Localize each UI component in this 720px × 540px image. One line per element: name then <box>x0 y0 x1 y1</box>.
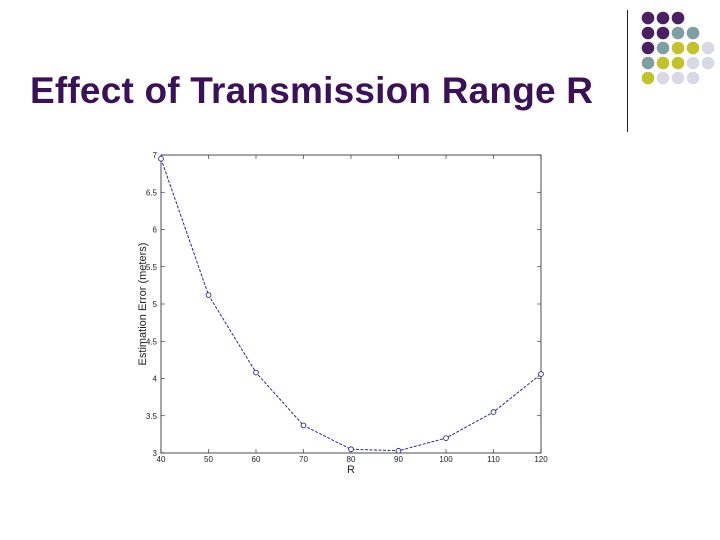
data-point <box>300 422 307 429</box>
decorative-dot <box>671 26 685 40</box>
y-tick-label: 4.5 <box>146 337 158 346</box>
decorative-dot <box>686 56 700 70</box>
x-tick-label: 70 <box>299 455 308 464</box>
y-tick-label: 4 <box>153 375 158 384</box>
y-tick-label: 6.5 <box>146 188 158 197</box>
x-tick-label: 60 <box>252 455 261 464</box>
data-point <box>395 447 402 454</box>
y-tick-label: 5.5 <box>146 263 158 272</box>
slide-title: Effect of Transmission Range R <box>30 70 594 111</box>
decorative-dot <box>686 71 700 85</box>
decorative-dot <box>656 11 670 25</box>
data-point <box>538 371 544 377</box>
plot-area-frame <box>160 154 542 454</box>
x-axis-label: R <box>347 464 355 476</box>
y-tick-label: 5 <box>153 300 158 309</box>
decorative-dot <box>641 11 655 25</box>
x-tick-label: 50 <box>204 455 213 464</box>
decorative-dot <box>641 26 655 40</box>
y-axis-label: Estimation Error (meters) <box>137 243 149 366</box>
x-tick-label: 120 <box>534 455 548 464</box>
data-point <box>443 435 449 441</box>
data-point <box>253 369 259 376</box>
data-point <box>490 409 497 415</box>
x-tick-label: 40 <box>157 455 166 464</box>
data-point <box>205 292 212 298</box>
x-tick-label: 80 <box>347 455 356 464</box>
decorative-dot <box>671 56 685 70</box>
data-point <box>158 155 164 162</box>
decorative-dot <box>656 41 670 55</box>
decorative-dot <box>641 41 655 55</box>
y-tick-label: 3.5 <box>146 412 158 421</box>
decorative-dot <box>671 41 685 55</box>
data-point <box>348 446 354 453</box>
series-line <box>160 158 542 452</box>
decorative-dot-grid <box>641 11 715 85</box>
y-tick-label: 3 <box>153 449 158 458</box>
decorative-dot <box>671 71 685 85</box>
decorative-dot <box>686 41 700 55</box>
x-tick-label: 100 <box>439 455 453 464</box>
decorative-dot <box>656 56 670 70</box>
decorative-dot <box>641 71 655 85</box>
decorative-dot <box>656 71 670 85</box>
y-tick-label: 7 <box>153 151 158 160</box>
decorative-dot <box>671 11 685 25</box>
decorative-dot <box>641 56 655 70</box>
decorative-dot <box>656 26 670 40</box>
decorative-dot <box>701 56 715 70</box>
x-tick-label: 110 <box>487 455 500 464</box>
title-divider <box>627 10 628 132</box>
decorative-dot <box>701 41 715 55</box>
y-tick-label: 6 <box>153 226 158 235</box>
decorative-dot <box>686 26 700 40</box>
x-tick-label: 90 <box>394 455 403 464</box>
